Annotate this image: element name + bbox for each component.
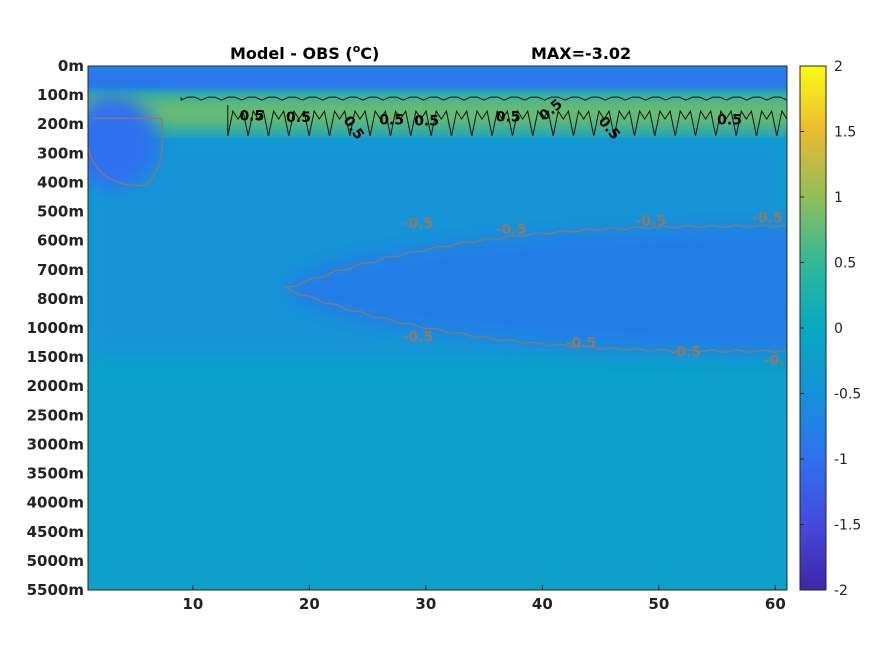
colorbar-tick-label: -1.5 — [834, 518, 861, 534]
x-axis: 10 20 30 40 50 60 — [182, 585, 786, 613]
contour-label-neg: -0.5 — [671, 344, 702, 360]
colorbar-tick-label: 1 — [834, 190, 843, 206]
colorbar-tick-label: -2 — [834, 583, 848, 599]
contour-label-neg: -0.5 — [764, 353, 795, 369]
y-tick-label: 3000m — [27, 435, 84, 453]
chart-title: Model - OBS (oC) — [230, 42, 379, 63]
x-tick-label: 50 — [648, 595, 669, 613]
contour-label-neg: -0.5 — [636, 213, 667, 229]
colorbar-tick-label: -0.5 — [834, 387, 861, 403]
x-tick-label: 40 — [532, 595, 553, 613]
x-tick-label: 20 — [299, 595, 320, 613]
y-tick-label: 400m — [37, 173, 84, 191]
contour-pos-top — [180, 96, 787, 101]
y-tick-label: 5500m — [27, 581, 84, 599]
x-tick-label: 60 — [765, 595, 786, 613]
y-tick-label: 800m — [37, 290, 84, 308]
contour-label-neg: -0.5 — [403, 330, 434, 346]
contour-label-pos: 0.5 — [717, 113, 742, 129]
region-1 — [88, 66, 787, 90]
contour-neg-pool — [88, 117, 163, 187]
contour-neg-tongue — [284, 224, 787, 354]
y-tick-label: 3500m — [27, 465, 84, 483]
y-tick-label: 700m — [37, 261, 84, 279]
plot-frame — [87, 65, 788, 591]
contour-label-neg: -0.5 — [752, 210, 783, 226]
y-tick-label: 4500m — [27, 523, 84, 541]
colorbar-tick-label: 0.5 — [834, 256, 856, 272]
y-tick-label: 5000m — [27, 552, 84, 570]
y-axis: 0m 100m 200m 300m 400m 500m 600m 700m 800m 1000m 1… — [27, 57, 84, 599]
colorbar-tick-label: 0 — [834, 321, 843, 337]
contour-label-pos: 0.5 — [414, 114, 439, 130]
y-tick-label: 100m — [37, 86, 84, 104]
colorbar-tick-label: 2 — [834, 59, 843, 75]
plot-area: 0.5 0.5 0.5 0.5 0.5 0.5 0.50.5 0.5-0.5 -0.5-0.5-… — [88, 66, 795, 590]
contour-pos-bottom — [227, 105, 787, 137]
colorbar-tick-label: 1.5 — [834, 125, 856, 141]
y-tick-label: 600m — [37, 232, 84, 250]
max-value-label: MAX=-3.02 — [531, 44, 631, 63]
colorbar-tick-label: -1 — [834, 452, 848, 468]
y-tick-label: 0m — [58, 57, 84, 75]
y-tick-label: 500m — [37, 203, 84, 221]
colorbar — [799, 65, 827, 591]
contour-label-pos: 0.5 — [239, 108, 264, 124]
contour-label-neg: -0.5 — [403, 216, 434, 232]
y-tick-label: 2500m — [27, 406, 84, 424]
x-tick-label: 30 — [415, 595, 436, 613]
y-tick-label: 4000m — [27, 494, 84, 512]
y-tick-label: 1500m — [27, 348, 84, 366]
y-tick-label: 1000m — [27, 319, 84, 337]
y-tick-label: 2000m — [27, 377, 84, 395]
contour-label-neg: -0.5 — [496, 222, 527, 238]
colorbar-ticks: 2 1.5 1 0.5 0 -0.5 -1 -1.5 -2 — [800, 59, 861, 599]
y-tick-label: 200m — [37, 115, 84, 133]
contour-label-pos: 0.5 — [286, 110, 311, 126]
contour-label-neg: -0.5 — [566, 336, 597, 352]
region-3 — [286, 226, 787, 352]
x-tick-label: 10 — [182, 595, 203, 613]
y-tick-label: 300m — [37, 144, 84, 162]
contour-label-pos: 0.5 — [496, 110, 521, 126]
contour-label-pos: 0.5 — [379, 113, 404, 129]
